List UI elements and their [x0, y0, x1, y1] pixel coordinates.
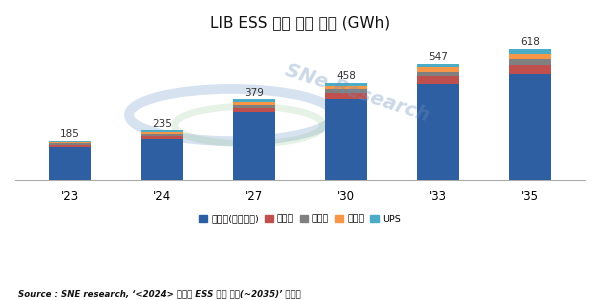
- Legend: 전력용(그리드용), 상업용, 가정용, 통신용, UPS: 전력용(그리드용), 상업용, 가정용, 통신용, UPS: [195, 211, 405, 227]
- Bar: [325, 89, 367, 93]
- Text: 235: 235: [152, 119, 172, 129]
- Bar: [49, 147, 91, 180]
- Bar: [417, 84, 458, 180]
- Text: 185: 185: [60, 130, 80, 140]
- Bar: [233, 112, 275, 180]
- Title: LIB ESS 시장 규모 전망 (GWh): LIB ESS 시장 규모 전망 (GWh): [210, 15, 390, 30]
- Bar: [233, 99, 275, 102]
- Bar: [142, 132, 183, 134]
- Bar: [417, 76, 458, 84]
- Bar: [417, 68, 458, 72]
- Bar: [509, 65, 551, 74]
- Bar: [233, 104, 275, 108]
- Bar: [509, 59, 551, 65]
- Text: 618: 618: [520, 37, 540, 47]
- Bar: [509, 49, 551, 54]
- Bar: [417, 64, 458, 68]
- Text: Source : SNE research, ‘<2024> 글로벌 ESS 시장 전망(~2035)’ 리포트: Source : SNE research, ‘<2024> 글로벌 ESS 시…: [18, 290, 301, 298]
- Bar: [325, 99, 367, 180]
- Text: 458: 458: [336, 71, 356, 81]
- Bar: [142, 136, 183, 139]
- Bar: [325, 93, 367, 99]
- Text: 379: 379: [244, 88, 264, 98]
- Bar: [142, 134, 183, 136]
- Bar: [325, 82, 367, 85]
- Bar: [509, 74, 551, 180]
- Bar: [49, 145, 91, 147]
- Bar: [142, 130, 183, 132]
- Bar: [49, 141, 91, 142]
- Text: 547: 547: [428, 52, 448, 62]
- Text: SNe Research: SNe Research: [283, 61, 431, 126]
- Bar: [49, 142, 91, 143]
- Bar: [509, 54, 551, 59]
- Bar: [233, 102, 275, 104]
- Bar: [142, 139, 183, 180]
- Bar: [417, 72, 458, 76]
- Bar: [325, 85, 367, 89]
- Bar: [49, 143, 91, 145]
- Bar: [233, 108, 275, 112]
